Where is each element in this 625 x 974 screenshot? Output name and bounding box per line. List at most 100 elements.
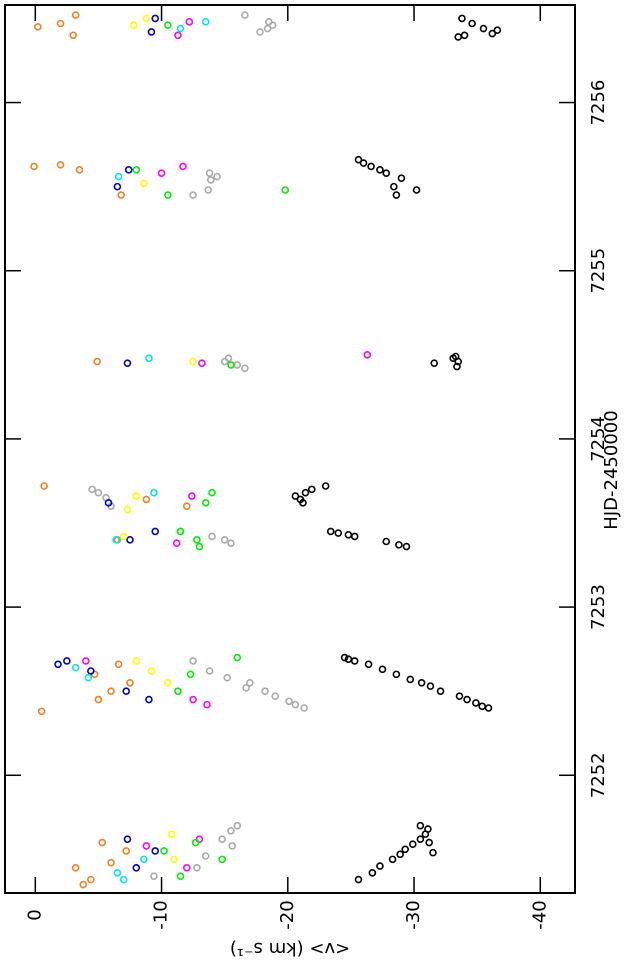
data-point xyxy=(233,361,242,369)
data-point xyxy=(392,191,401,199)
data-point xyxy=(193,863,201,872)
data-point xyxy=(205,667,214,675)
x-tick-label: 7256 xyxy=(588,80,609,126)
data-point xyxy=(468,19,476,28)
data-point xyxy=(301,488,310,497)
data-point xyxy=(395,541,403,549)
data-point xyxy=(75,166,84,174)
data-point xyxy=(123,359,132,368)
data-point xyxy=(478,702,487,711)
data-point xyxy=(241,364,249,373)
data-point xyxy=(157,169,166,177)
data-point xyxy=(218,855,226,864)
data-point xyxy=(242,684,250,692)
data-point xyxy=(172,539,181,547)
data-point xyxy=(150,872,158,880)
data-point xyxy=(382,537,391,546)
data-point xyxy=(87,875,95,884)
data-point xyxy=(388,855,397,864)
data-point xyxy=(84,673,93,682)
data-point xyxy=(113,182,122,191)
data-point xyxy=(426,682,435,690)
data-point xyxy=(140,855,148,864)
data-point xyxy=(189,191,197,199)
data-point xyxy=(79,880,88,889)
data-point xyxy=(241,11,249,19)
data-point xyxy=(93,357,101,366)
data-point xyxy=(350,532,359,541)
data-point xyxy=(132,492,141,500)
data-point xyxy=(191,838,200,847)
data-point xyxy=(81,657,90,665)
data-point xyxy=(449,354,457,362)
data-point xyxy=(354,155,363,164)
y-tick-label: 0 xyxy=(24,909,45,920)
data-point xyxy=(150,488,158,497)
data-point xyxy=(151,847,160,855)
data-point xyxy=(88,485,96,494)
data-point xyxy=(69,31,77,40)
data-point xyxy=(424,825,432,833)
data-point xyxy=(321,482,330,490)
data-point xyxy=(453,362,461,371)
data-point xyxy=(63,657,71,665)
data-point xyxy=(271,692,279,701)
y-axis-label: <v> (km s⁻¹) xyxy=(230,938,350,959)
data-point xyxy=(145,695,153,704)
data-point xyxy=(300,704,309,712)
data-point xyxy=(195,542,204,551)
data-point xyxy=(479,24,488,33)
data-point xyxy=(198,359,206,368)
data-point xyxy=(344,530,353,539)
data-point xyxy=(227,826,235,835)
data-point xyxy=(164,678,172,687)
data-point xyxy=(40,482,48,490)
x-tick-label: 7254 xyxy=(588,416,609,462)
data-point xyxy=(104,499,113,507)
data-point xyxy=(182,502,191,510)
data-point xyxy=(119,875,128,884)
data-point xyxy=(185,18,194,26)
data-point xyxy=(227,539,235,547)
data-point xyxy=(429,848,437,857)
data-point xyxy=(188,492,196,500)
data-point xyxy=(126,536,134,544)
data-point xyxy=(359,159,368,167)
y-tick-label: -30 xyxy=(403,900,424,929)
data-point xyxy=(54,660,62,669)
data-point xyxy=(147,28,156,36)
data-point xyxy=(94,695,103,704)
data-point xyxy=(218,835,226,843)
data-point xyxy=(201,18,210,26)
data-point xyxy=(363,351,372,359)
data-point xyxy=(164,21,172,29)
data-point xyxy=(37,707,46,716)
data-point xyxy=(454,33,463,41)
data-point xyxy=(160,847,168,855)
data-point xyxy=(201,499,210,507)
x-tick-label: 7253 xyxy=(588,584,609,630)
data-point xyxy=(147,667,156,675)
data-point xyxy=(246,678,254,687)
data-point xyxy=(142,842,151,850)
data-point xyxy=(208,488,216,497)
data-point xyxy=(167,830,176,838)
data-point xyxy=(406,675,415,684)
data-point xyxy=(367,162,375,171)
data-point xyxy=(417,678,426,687)
data-point xyxy=(114,172,123,181)
data-point xyxy=(176,24,185,33)
data-point xyxy=(132,166,141,174)
data-point xyxy=(436,687,445,695)
data-point xyxy=(151,527,160,536)
data-point xyxy=(376,862,384,870)
data-point xyxy=(256,28,264,36)
data-point xyxy=(71,863,80,872)
data-point xyxy=(484,704,493,712)
data-point xyxy=(350,657,359,665)
data-point xyxy=(124,166,133,174)
x-axis-label: HJD-2450000 xyxy=(601,410,622,529)
data-point xyxy=(408,840,417,849)
